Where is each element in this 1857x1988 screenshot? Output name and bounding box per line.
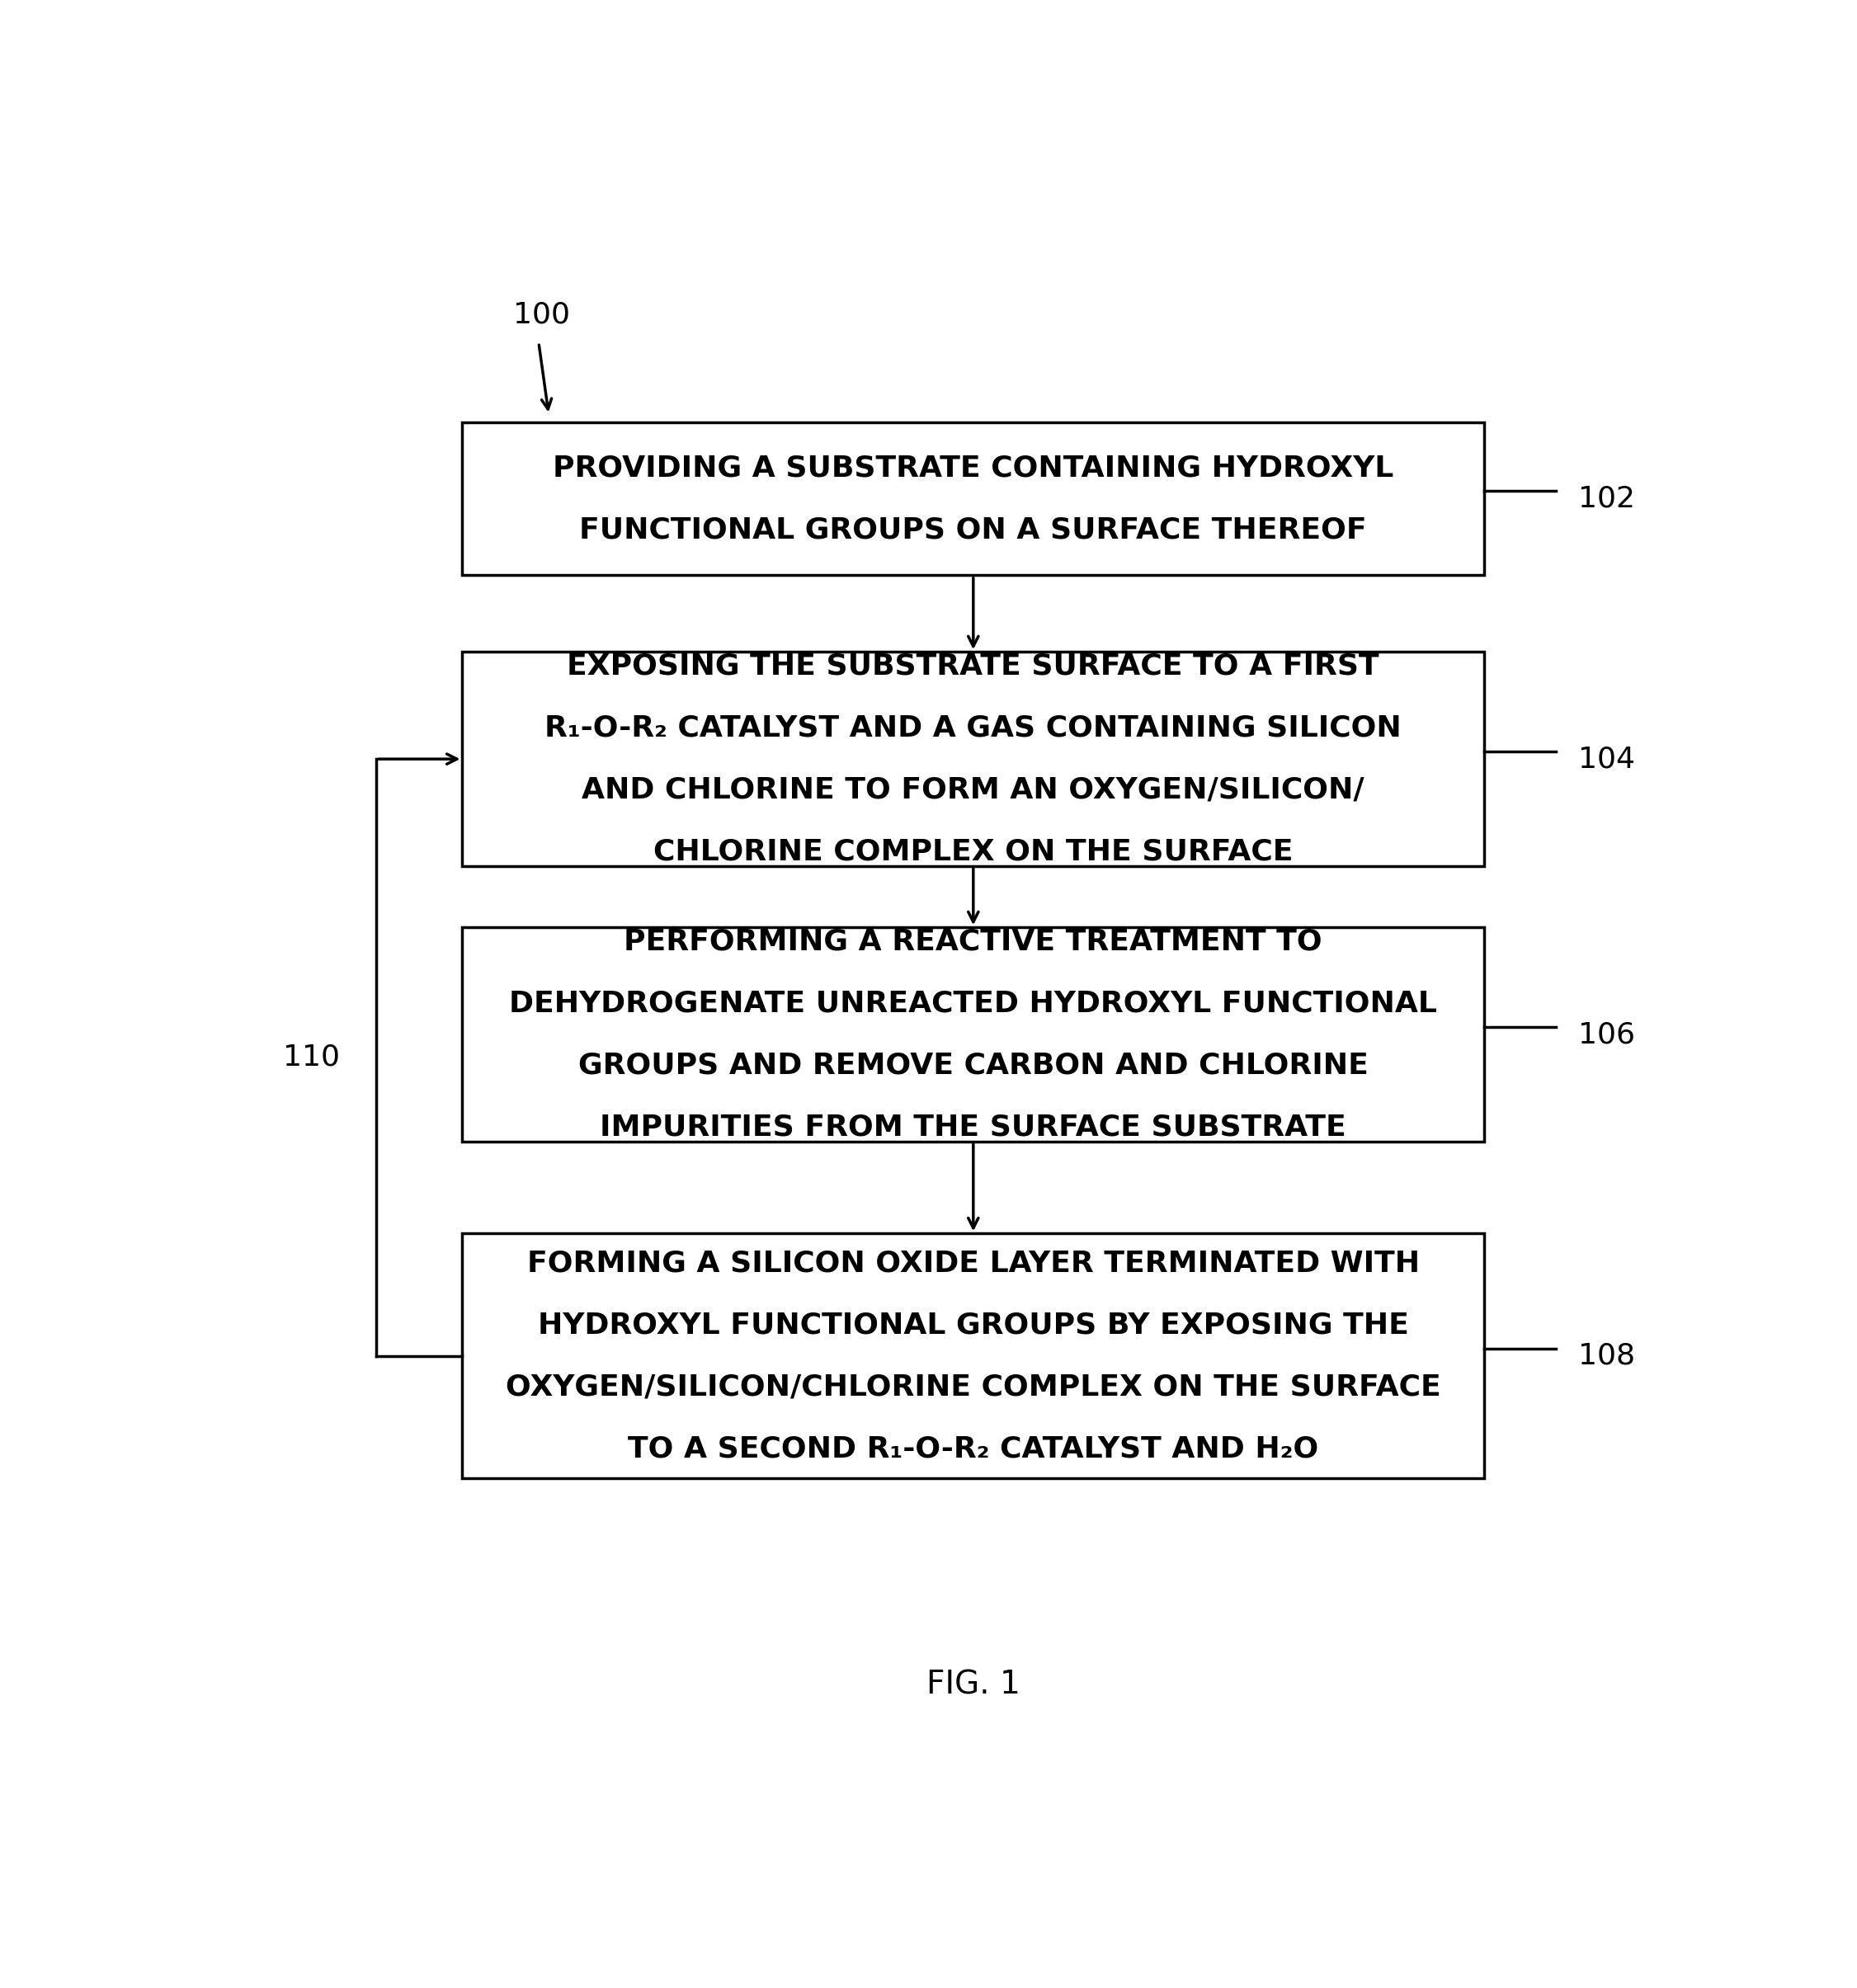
Text: PERFORMING A REACTIVE TREATMENT TO: PERFORMING A REACTIVE TREATMENT TO bbox=[624, 928, 1322, 956]
Text: CHLORINE COMPLEX ON THE SURFACE: CHLORINE COMPLEX ON THE SURFACE bbox=[654, 837, 1292, 865]
Text: 110: 110 bbox=[282, 1044, 340, 1072]
Text: FUNCTIONAL GROUPS ON A SURFACE THEREOF: FUNCTIONAL GROUPS ON A SURFACE THEREOF bbox=[579, 515, 1367, 543]
Text: FORMING A SILICON OXIDE LAYER TERMINATED WITH: FORMING A SILICON OXIDE LAYER TERMINATED… bbox=[527, 1248, 1419, 1278]
Bar bbox=[462, 421, 1484, 575]
Text: DEHYDROGENATE UNREACTED HYDROXYL FUNCTIONAL: DEHYDROGENATE UNREACTED HYDROXYL FUNCTIO… bbox=[509, 990, 1437, 1018]
Text: AND CHLORINE TO FORM AN OXYGEN/SILICON/: AND CHLORINE TO FORM AN OXYGEN/SILICON/ bbox=[581, 775, 1365, 803]
Text: 106: 106 bbox=[1578, 1020, 1634, 1048]
Bar bbox=[462, 1233, 1484, 1479]
Text: 108: 108 bbox=[1578, 1342, 1634, 1370]
Text: EXPOSING THE SUBSTRATE SURFACE TO A FIRST: EXPOSING THE SUBSTRATE SURFACE TO A FIRS… bbox=[566, 652, 1380, 680]
Text: 102: 102 bbox=[1578, 485, 1634, 513]
Text: OXYGEN/SILICON/CHLORINE COMPLEX ON THE SURFACE: OXYGEN/SILICON/CHLORINE COMPLEX ON THE S… bbox=[505, 1374, 1441, 1402]
Text: TO A SECOND R₁-O-R₂ CATALYST AND H₂O: TO A SECOND R₁-O-R₂ CATALYST AND H₂O bbox=[628, 1435, 1318, 1463]
Text: PROVIDING A SUBSTRATE CONTAINING HYDROXYL: PROVIDING A SUBSTRATE CONTAINING HYDROXY… bbox=[553, 453, 1395, 481]
Bar bbox=[462, 926, 1484, 1141]
Text: GROUPS AND REMOVE CARBON AND CHLORINE: GROUPS AND REMOVE CARBON AND CHLORINE bbox=[578, 1052, 1369, 1079]
Bar bbox=[462, 652, 1484, 867]
Text: R₁-O-R₂ CATALYST AND A GAS CONTAINING SILICON: R₁-O-R₂ CATALYST AND A GAS CONTAINING SI… bbox=[544, 714, 1402, 742]
Text: HYDROXYL FUNCTIONAL GROUPS BY EXPOSING THE: HYDROXYL FUNCTIONAL GROUPS BY EXPOSING T… bbox=[539, 1312, 1409, 1340]
Text: FIG. 1: FIG. 1 bbox=[927, 1670, 1019, 1702]
Text: 100: 100 bbox=[513, 300, 570, 330]
Text: IMPURITIES FROM THE SURFACE SUBSTRATE: IMPURITIES FROM THE SURFACE SUBSTRATE bbox=[600, 1113, 1346, 1141]
Text: 104: 104 bbox=[1578, 746, 1634, 773]
